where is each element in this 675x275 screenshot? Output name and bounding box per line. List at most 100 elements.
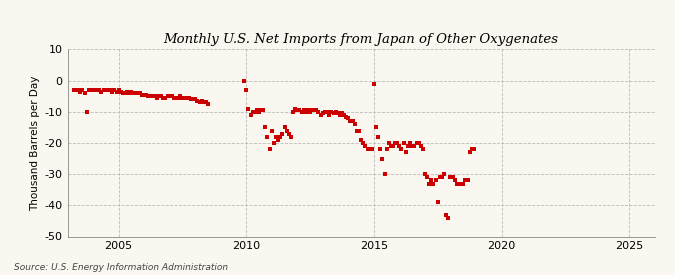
Point xyxy=(426,178,437,183)
Point xyxy=(198,100,209,105)
Point xyxy=(190,97,200,101)
Point xyxy=(447,175,458,180)
Point xyxy=(345,119,356,123)
Point xyxy=(454,181,464,186)
Point xyxy=(162,94,173,98)
Point xyxy=(130,91,141,95)
Point xyxy=(458,181,468,186)
Point xyxy=(184,96,194,100)
Point xyxy=(136,92,147,97)
Point xyxy=(373,134,383,139)
Point xyxy=(300,110,311,114)
Point xyxy=(143,94,154,98)
Point xyxy=(304,110,315,114)
Point xyxy=(275,134,286,139)
Point xyxy=(441,213,452,217)
Point xyxy=(171,96,182,100)
Point xyxy=(360,144,371,148)
Point xyxy=(124,91,135,95)
Point xyxy=(79,91,90,95)
Point xyxy=(151,96,162,100)
Point xyxy=(456,181,466,186)
Point xyxy=(83,88,94,92)
Point xyxy=(245,113,256,117)
Point xyxy=(105,88,115,92)
Point xyxy=(375,147,385,152)
Point xyxy=(432,200,443,204)
Point xyxy=(88,88,99,92)
Point xyxy=(284,131,294,136)
Point xyxy=(265,147,275,152)
Point xyxy=(247,110,258,114)
Point xyxy=(182,96,192,100)
Point xyxy=(362,147,373,152)
Point xyxy=(407,144,418,148)
Point xyxy=(258,108,269,112)
Point xyxy=(147,94,158,98)
Point xyxy=(328,111,339,116)
Y-axis label: Thousand Barrels per Day: Thousand Barrels per Day xyxy=(30,75,40,211)
Point xyxy=(450,178,460,183)
Point xyxy=(281,128,292,133)
Point xyxy=(352,128,362,133)
Point xyxy=(411,141,422,145)
Point xyxy=(77,88,88,92)
Point xyxy=(186,97,196,101)
Point xyxy=(332,111,343,116)
Point xyxy=(335,113,346,117)
Point xyxy=(75,89,86,94)
Point xyxy=(160,96,171,100)
Point xyxy=(177,96,188,100)
Point xyxy=(256,108,267,112)
Point xyxy=(385,144,396,148)
Point xyxy=(279,125,290,130)
Point xyxy=(428,181,439,186)
Point xyxy=(94,88,105,92)
Point xyxy=(379,172,390,176)
Point xyxy=(164,94,175,98)
Point xyxy=(166,94,177,98)
Point xyxy=(90,88,101,92)
Point xyxy=(156,94,167,98)
Point xyxy=(415,144,426,148)
Point xyxy=(468,147,479,152)
Point xyxy=(262,134,273,139)
Point xyxy=(296,110,307,114)
Point xyxy=(358,141,369,145)
Point xyxy=(341,114,352,119)
Point xyxy=(192,99,202,103)
Point xyxy=(68,88,79,92)
Point xyxy=(306,108,317,112)
Point xyxy=(122,89,132,94)
Point xyxy=(132,91,143,95)
Point xyxy=(315,113,326,117)
Point xyxy=(194,100,205,105)
Point xyxy=(302,108,313,112)
Point xyxy=(400,150,411,155)
Point xyxy=(405,141,416,145)
Point xyxy=(409,144,420,148)
Point xyxy=(96,89,107,94)
Point xyxy=(286,134,296,139)
Point xyxy=(392,141,403,145)
Point xyxy=(369,82,379,86)
Point xyxy=(394,144,405,148)
Point xyxy=(196,99,207,103)
Point xyxy=(145,94,156,98)
Point xyxy=(377,156,387,161)
Point xyxy=(430,178,441,183)
Point xyxy=(339,113,350,117)
Point xyxy=(439,172,450,176)
Point xyxy=(107,89,117,94)
Point xyxy=(445,175,456,180)
Point xyxy=(319,110,330,114)
Point xyxy=(109,88,119,92)
Point xyxy=(103,88,113,92)
Text: Source: U.S. Energy Information Administration: Source: U.S. Energy Information Administ… xyxy=(14,263,227,272)
Point xyxy=(134,91,145,95)
Point xyxy=(273,138,284,142)
Point xyxy=(381,147,392,152)
Point xyxy=(464,150,475,155)
Point xyxy=(420,172,431,176)
Point xyxy=(271,134,281,139)
